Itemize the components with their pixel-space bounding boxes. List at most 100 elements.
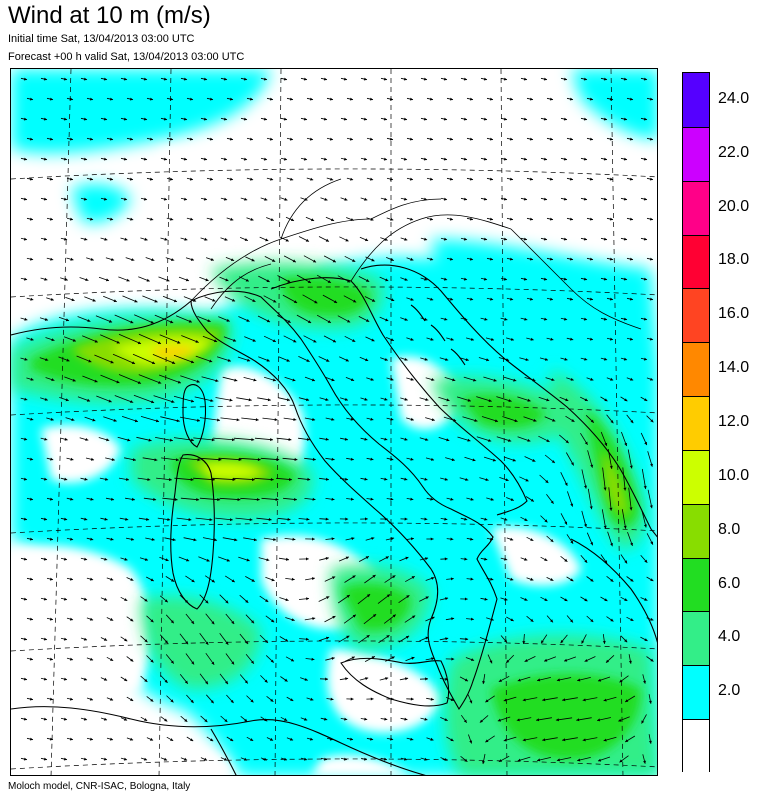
wind-arrow-head [644,559,648,563]
wind-arrow-head [150,619,154,623]
wind-arrow-head [350,497,354,501]
wind-arrow-shaft [152,354,176,364]
wind-arrow-head [307,320,312,323]
wind-arrow-shaft [239,457,261,461]
wind-arrow-head [165,558,169,562]
wind-arrow-head [166,278,170,282]
wind-arrow-shaft [153,395,175,403]
wind-arrow-head [464,678,468,682]
wind-arrow-head [584,659,588,662]
wind-arrow-head [411,656,415,660]
wind-arrow-head [649,97,653,101]
forecast-valid-label: Forecast +00 h valid Sat, 13/04/2013 03:… [8,51,245,63]
colorbar-segment [683,342,709,397]
wind-arrow-head [563,237,567,241]
wind-arrow-head [49,537,53,541]
wind-arrow-head [390,258,394,261]
wind-arrow-head [276,458,280,461]
wind-arrow-head [245,599,249,603]
wind-arrow-head [151,361,155,364]
wind-arrow-head [623,357,627,361]
wind-arrow-head [597,718,601,722]
wind-arrow-head [149,737,154,741]
wind-arrow-shaft [133,394,155,404]
wind-arrow-head [529,297,533,301]
wind-arrow-head [550,578,554,581]
wind-arrow-head [83,157,87,161]
wind-arrow-head [83,77,87,81]
wind-arrow-head [564,482,568,486]
wind-arrow-head [350,177,354,181]
wind-arrow-head [590,464,594,468]
africa-coastline [11,706,426,775]
wind-arrow-head [469,700,473,704]
wind-arrow-head [104,237,108,241]
wind-arrow-shaft [219,497,241,501]
wind-arrow-head [497,718,501,722]
wind-arrow-head [84,557,88,561]
wind-arrow-head [90,257,94,261]
wind-arrow-head [571,419,575,422]
wind-arrow-head [524,317,528,321]
wind-arrow-head [205,278,209,282]
wind-arrow-head [524,557,528,561]
wind-arrow-head [484,317,488,321]
wind-arrow-head [171,578,175,582]
wind-arrow-head [331,417,335,421]
wind-arrow-head [307,477,311,481]
wind-arrow-head [24,437,28,441]
wind-arrow-head [564,658,568,662]
wind-arrow-head [183,117,187,121]
wind-arrow-shaft [173,395,195,403]
wind-arrow-head [629,137,633,141]
wind-arrow-head [390,737,394,741]
wind-arrow-head [492,458,496,462]
wind-arrow-shaft [174,477,194,481]
wind-arrow-head [292,259,296,263]
wind-arrow-head [70,457,74,461]
wind-arrow-head [304,678,308,681]
wind-arrow-head [484,517,488,521]
wind-arrow-head [430,257,434,261]
wind-arrow-shaft [173,354,195,364]
wind-arrow-head [190,217,194,221]
wind-arrow-head [571,462,574,466]
wind-arrow-head [450,698,454,701]
wind-arrow-head [523,157,527,161]
wind-arrow-head [226,318,230,322]
wind-arrow-head [170,217,174,221]
wind-arrow-head [263,157,267,161]
wind-arrow-head [603,317,607,321]
wind-arrow-head [371,298,376,302]
wind-arrow-head [490,617,494,621]
wind-arrow-head [424,317,428,321]
wind-arrow-shaft [161,457,179,461]
wind-arrow-head [555,718,559,722]
wind-arrow-head [445,358,449,361]
wind-arrow-head [472,458,476,462]
wind-arrow-head [463,237,467,241]
wind-arrow-head [410,337,414,341]
wind-arrow-head [544,317,548,321]
wind-arrow-head [569,257,573,261]
wind-arrow-head [64,437,68,441]
wind-arrow-head [412,615,416,619]
wind-arrow-head [313,339,317,343]
wind-arrow-head [530,538,534,541]
wind-arrow-head [449,97,453,101]
wind-arrow-head [503,157,507,161]
wind-arrow-head [285,598,289,602]
wind-arrow-head [130,320,134,324]
wind-arrow-head [143,157,147,161]
wind-arrow-shaft [94,354,114,364]
wind-arrow-head [30,377,34,381]
wind-arrow-head [524,598,528,601]
wind-arrow-head [250,217,254,221]
wind-arrow-head [350,697,354,701]
wind-arrow-head [370,457,374,461]
wind-arrow-head [598,678,602,682]
wind-arrow-head [370,177,374,181]
wind-arrow-head [514,419,518,423]
wind-arrow-head [650,377,654,381]
wind-arrow-head [508,399,512,402]
